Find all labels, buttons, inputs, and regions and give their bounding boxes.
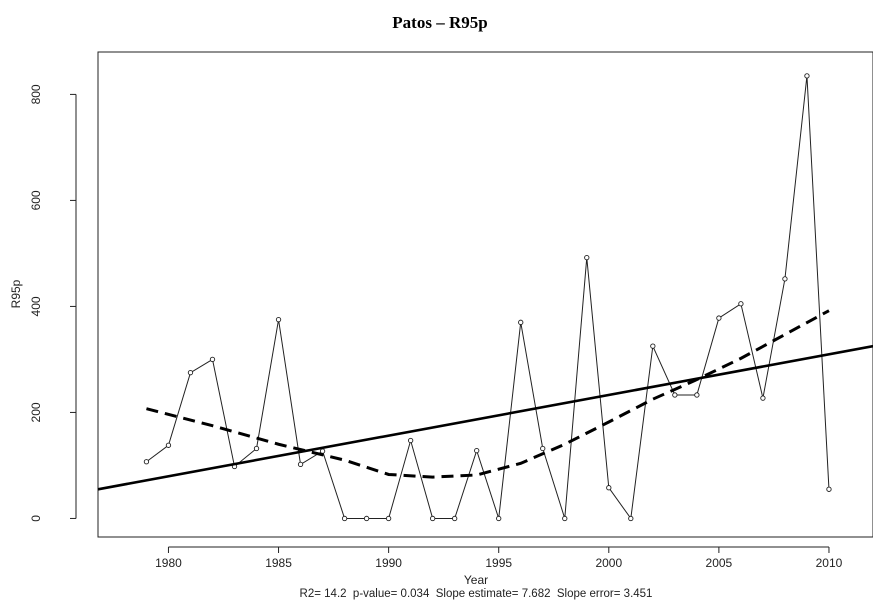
data-point <box>738 301 744 307</box>
x-ticks: 1980 1985 1990 1995 2000 2005 2010 <box>155 547 843 570</box>
x-axis-label: Year <box>464 573 488 587</box>
data-point <box>716 315 722 321</box>
data-point <box>209 356 216 363</box>
data-point <box>275 317 282 323</box>
data-point <box>672 392 678 398</box>
x-tick-label: 2010 <box>816 556 843 570</box>
data-point <box>606 485 612 491</box>
data-point <box>363 515 370 522</box>
data-point <box>341 515 348 522</box>
series-layer <box>97 73 873 522</box>
stats-annotation: R2= 14.2 p-value= 0.034 Slope estimate= … <box>300 588 653 600</box>
data-point <box>562 515 568 522</box>
annual-series-line <box>146 75 830 520</box>
y-tick-label: 400 <box>29 296 43 316</box>
data-point <box>474 447 480 454</box>
y-axis-label: R95p <box>9 279 23 308</box>
data-point <box>584 255 590 261</box>
chart-title: Patos – R95p <box>392 13 487 32</box>
y-tick-label: 800 <box>29 84 43 104</box>
linear-trend-line <box>97 344 873 491</box>
data-point <box>650 343 656 349</box>
data-point <box>826 486 832 492</box>
y-ticks: 0 200 400 600 800 <box>29 84 76 522</box>
plot-frame <box>97 51 873 538</box>
y-axis: 0 200 400 600 800 <box>29 84 77 522</box>
data-point <box>540 445 546 452</box>
data-point <box>694 392 700 398</box>
x-tick-label: 1990 <box>375 556 402 570</box>
data-point <box>385 515 392 522</box>
x-tick-label: 1980 <box>155 556 182 570</box>
data-point <box>804 73 810 79</box>
x-tick-label: 1995 <box>485 556 512 570</box>
data-point <box>253 445 260 452</box>
data-point <box>143 459 150 465</box>
data-point <box>319 448 326 454</box>
x-tick-label: 2005 <box>706 556 733 570</box>
x-tick-label: 1985 <box>265 556 292 570</box>
y-tick-label: 200 <box>29 402 43 422</box>
x-tick-label: 2000 <box>595 556 622 570</box>
data-point <box>782 276 788 282</box>
data-point <box>496 515 502 522</box>
data-point <box>430 515 436 522</box>
y-tick-label: 0 <box>29 515 43 522</box>
data-point <box>297 461 304 468</box>
plot-layer: 0 200 400 600 800 1980 1985 1990 1995 2000 2005 20… <box>29 51 873 570</box>
data-point <box>187 370 194 376</box>
data-point <box>760 395 766 401</box>
data-point <box>628 515 634 522</box>
data-point <box>452 515 458 522</box>
data-point <box>407 437 414 444</box>
data-point <box>518 319 524 325</box>
data-point <box>165 442 172 448</box>
y-tick-label: 600 <box>29 190 43 210</box>
x-axis: 1980 1985 1990 1995 2000 2005 2010 <box>155 546 843 570</box>
smoothed-trend-line <box>146 309 830 479</box>
